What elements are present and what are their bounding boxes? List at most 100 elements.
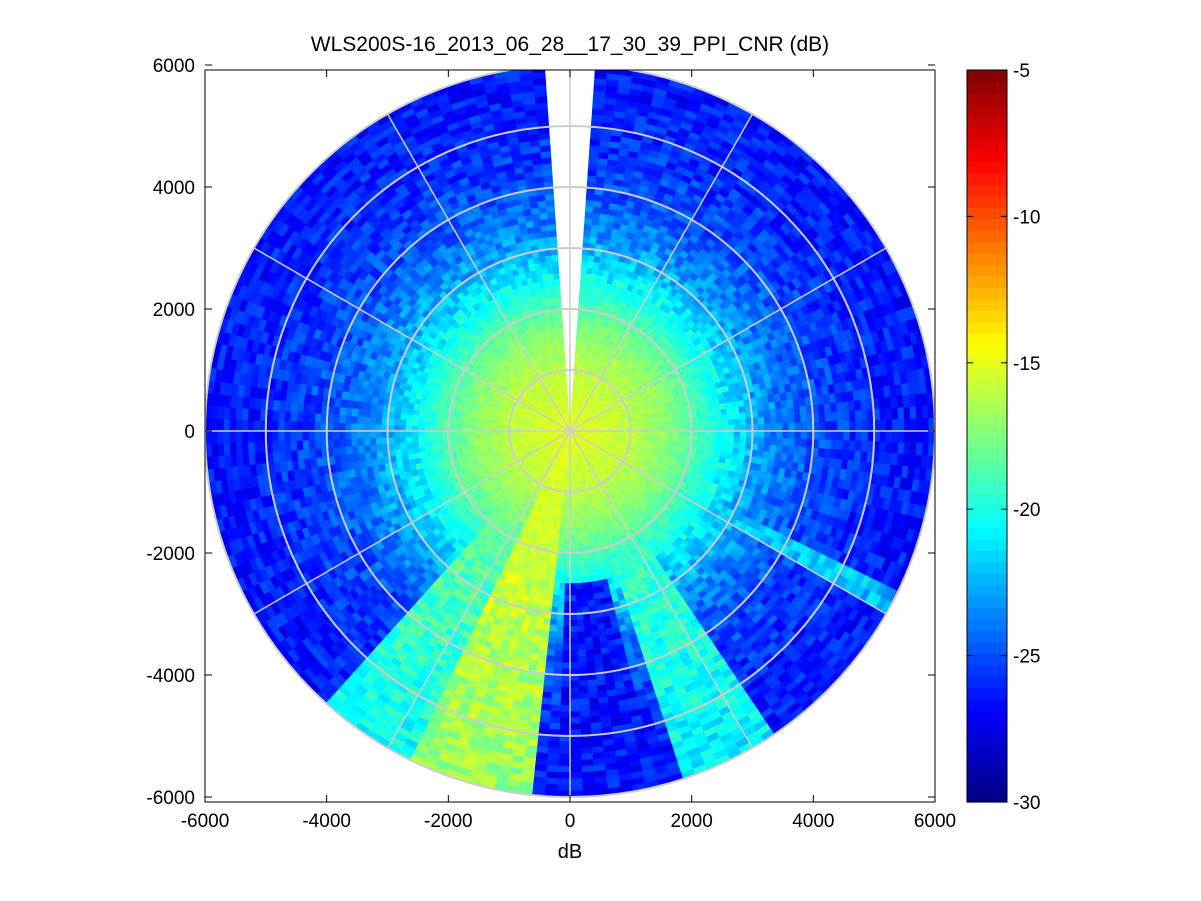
scan-cell — [580, 266, 588, 274]
scan-cell — [678, 418, 686, 424]
scan-cell — [909, 406, 917, 420]
scan-cell — [879, 408, 887, 421]
scan-cell — [781, 407, 789, 417]
scan-cell — [782, 415, 790, 424]
scan-cell — [830, 439, 838, 451]
scan-cell — [818, 430, 826, 441]
scan-cell — [891, 419, 899, 432]
scan-cell — [757, 443, 765, 452]
scan-cell — [788, 414, 796, 424]
scan-cell — [757, 417, 765, 425]
scan-cell — [588, 150, 600, 159]
scan-cell — [714, 414, 723, 422]
scan-cell — [794, 414, 802, 424]
scan-cell — [916, 430, 924, 444]
scan-cell — [739, 442, 747, 450]
scan-cell — [763, 444, 771, 453]
scan-cell — [581, 260, 589, 268]
scan-cell — [709, 425, 717, 432]
scan-cell — [916, 418, 924, 432]
scan-cell — [831, 421, 839, 432]
scan-cell — [757, 437, 765, 445]
scan-cell — [756, 450, 764, 459]
scan-cell — [787, 445, 795, 455]
scan-cell — [708, 410, 716, 417]
scan-cell — [763, 409, 771, 418]
scan-cell — [672, 422, 680, 428]
scan-cell — [739, 424, 747, 432]
scan-cell — [697, 435, 705, 441]
scan-cell — [775, 445, 783, 454]
scan-cell — [843, 430, 851, 442]
scan-cell — [885, 419, 893, 432]
scan-cell — [770, 430, 778, 439]
scan-cell — [715, 435, 723, 442]
scan-cell — [726, 441, 735, 449]
scan-cell — [587, 162, 599, 171]
scan-cell — [854, 410, 863, 422]
scan-cell — [764, 423, 772, 432]
scan-cell — [721, 435, 729, 443]
scan-cell — [903, 442, 911, 456]
scan-cell — [793, 406, 801, 416]
scan-cell — [726, 407, 734, 415]
scan-cell — [678, 422, 686, 428]
scan-cell — [709, 435, 717, 442]
scan-cell — [757, 410, 765, 419]
scan-cell — [714, 409, 722, 417]
scan-cell — [915, 405, 923, 420]
scan-cell — [648, 424, 656, 429]
scan-cell — [843, 420, 851, 432]
scan-cell — [788, 438, 796, 448]
scan-cell — [739, 430, 747, 438]
scan-cell — [585, 193, 596, 201]
scan-cell — [587, 175, 598, 183]
scan-cell — [854, 440, 863, 452]
scan-cell — [855, 430, 863, 442]
scan-cell — [782, 430, 790, 440]
scan-cell — [776, 423, 784, 432]
scan-cell — [579, 278, 587, 286]
scan-cell — [758, 430, 766, 439]
scan-cell — [733, 442, 741, 450]
scan-cell — [764, 430, 772, 439]
scan-cell — [897, 442, 905, 455]
scan-cell — [842, 440, 851, 451]
scan-cell — [891, 441, 899, 455]
scan-cell — [829, 448, 838, 460]
scan-cell — [818, 421, 826, 432]
scan-cell — [794, 430, 802, 440]
scan-cell — [714, 440, 723, 448]
scan-cell — [891, 430, 899, 443]
scan-cell — [879, 441, 887, 454]
scan-cell — [583, 229, 592, 238]
scan-cell — [580, 272, 587, 280]
scan-cell — [589, 236, 598, 245]
scan-cell — [842, 411, 851, 422]
scan-cell — [921, 405, 930, 420]
scan-cell — [581, 254, 589, 262]
scan-cell — [588, 156, 599, 165]
scan-cell — [654, 424, 662, 429]
scan-cell — [799, 446, 808, 457]
scan-cell — [756, 403, 764, 412]
scan-cell — [879, 419, 887, 432]
scan-cell — [727, 430, 735, 438]
scan-cell — [775, 437, 784, 447]
scan-cell — [823, 403, 832, 414]
scan-cell — [733, 430, 741, 438]
scan-cell — [727, 419, 735, 426]
scan-cell — [769, 416, 778, 425]
scan-cell — [763, 437, 771, 446]
scan-cell — [831, 430, 839, 441]
scan-cell — [921, 442, 930, 457]
scan-cell — [799, 405, 808, 416]
scan-cell — [849, 430, 857, 442]
scan-cell — [782, 438, 790, 447]
scan-cell — [860, 409, 869, 422]
scan-cell — [587, 168, 598, 177]
scan-cell — [794, 438, 802, 448]
scan-cell — [835, 449, 844, 461]
scan-cell — [721, 430, 729, 437]
scan-cell — [733, 412, 741, 420]
